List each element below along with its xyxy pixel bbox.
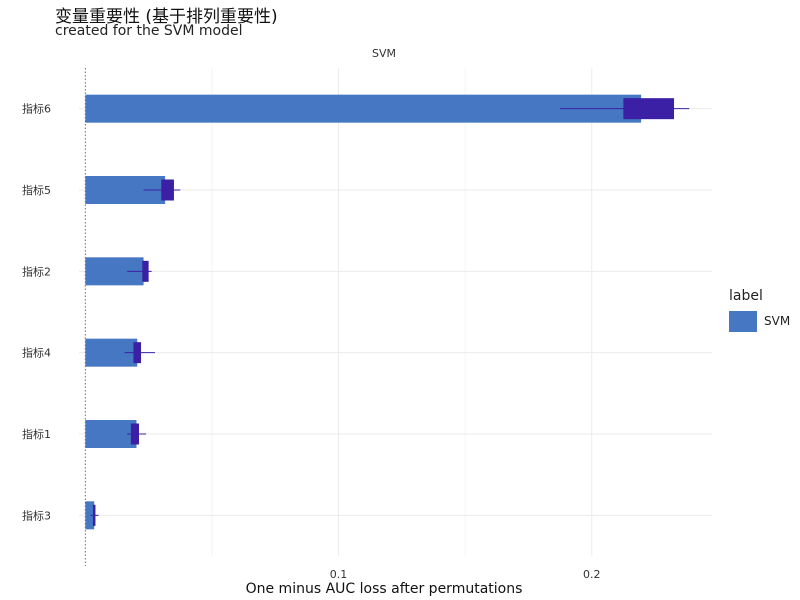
box-指标6 [623, 98, 675, 120]
legend-key-svm [729, 311, 757, 332]
bar-指标6 [85, 94, 642, 123]
y-tick-label: 指标4 [22, 346, 51, 360]
bar-layer [85, 94, 642, 530]
x-tick-label: 0.1 [330, 568, 348, 581]
y-tick-label: 指标5 [22, 183, 51, 197]
chart-title: 变量重要性 (基于排列重要性) [55, 7, 278, 27]
x-tick-label: 0.2 [583, 568, 601, 581]
box-指标4 [133, 342, 142, 364]
chart-subtitle: created for the SVM model [55, 23, 243, 39]
facet-label: SVM [372, 47, 396, 60]
axis-layer: 指标6 指标5 指标2 指标4 指标1 指标3 0.1 0.2 [22, 68, 600, 581]
legend-title: label [729, 288, 763, 304]
y-tick-label: 指标3 [22, 508, 51, 522]
y-tick-label: 指标1 [22, 427, 51, 441]
box-指标2 [142, 260, 149, 282]
grid-layer [79, 68, 712, 556]
x-axis-title: One minus AUC loss after permutations [246, 581, 523, 597]
box-指标3 [92, 504, 96, 526]
y-tick-label: 指标6 [22, 102, 51, 116]
legend-label-svm: SVM [764, 314, 791, 328]
boxplot-layer [90, 98, 690, 526]
y-tick-label: 指标2 [22, 264, 51, 278]
box-指标1 [130, 423, 140, 445]
bar-指标3 [85, 501, 95, 530]
box-指标5 [161, 179, 174, 201]
